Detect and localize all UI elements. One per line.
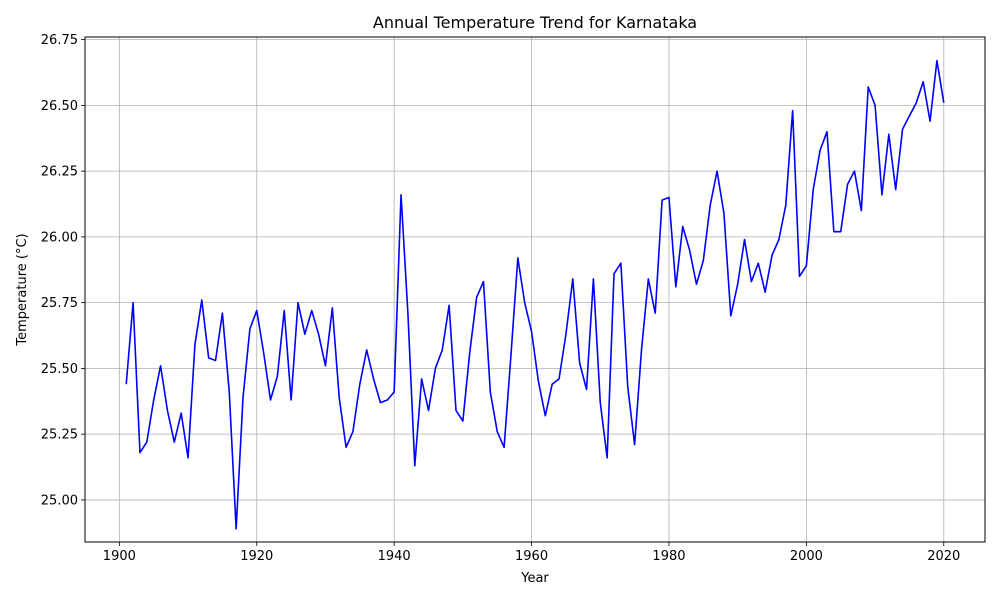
grid-lines — [85, 37, 985, 542]
temperature-line — [125, 59, 945, 530]
y-axis-label: Temperature (°C) — [15, 233, 30, 346]
x-tick-label: 2000 — [790, 549, 823, 564]
y-tick-label: 26.75 — [41, 33, 78, 48]
y-tick-label: 26.50 — [41, 99, 78, 114]
y-tick-label: 25.50 — [41, 362, 78, 377]
y-tick-label: 26.00 — [41, 230, 78, 245]
y-tick-label: 25.75 — [41, 296, 78, 311]
chart-title: Annual Temperature Trend for Karnataka — [373, 13, 697, 32]
x-tick-label: 1900 — [103, 549, 136, 564]
y-axis-ticks: 25.00 25.25 25.50 25.75 26.00 26.25 26.50 26.75 — [41, 33, 85, 508]
x-axis-ticks: 1900 1920 1940 1960 1980 2000 2020 — [103, 542, 960, 564]
plot-frame — [84, 36, 986, 543]
x-tick-label: 2020 — [927, 549, 960, 564]
x-tick-label: 1980 — [652, 549, 685, 564]
x-tick-label: 1940 — [378, 549, 411, 564]
y-tick-label: 26.25 — [41, 165, 78, 180]
x-axis-label: Year — [520, 571, 549, 586]
y-tick-label: 25.00 — [41, 493, 78, 508]
x-tick-label: 1920 — [240, 549, 273, 564]
y-tick-label: 25.25 — [41, 428, 78, 443]
x-tick-label: 1960 — [515, 549, 548, 564]
series-group — [125, 59, 945, 530]
